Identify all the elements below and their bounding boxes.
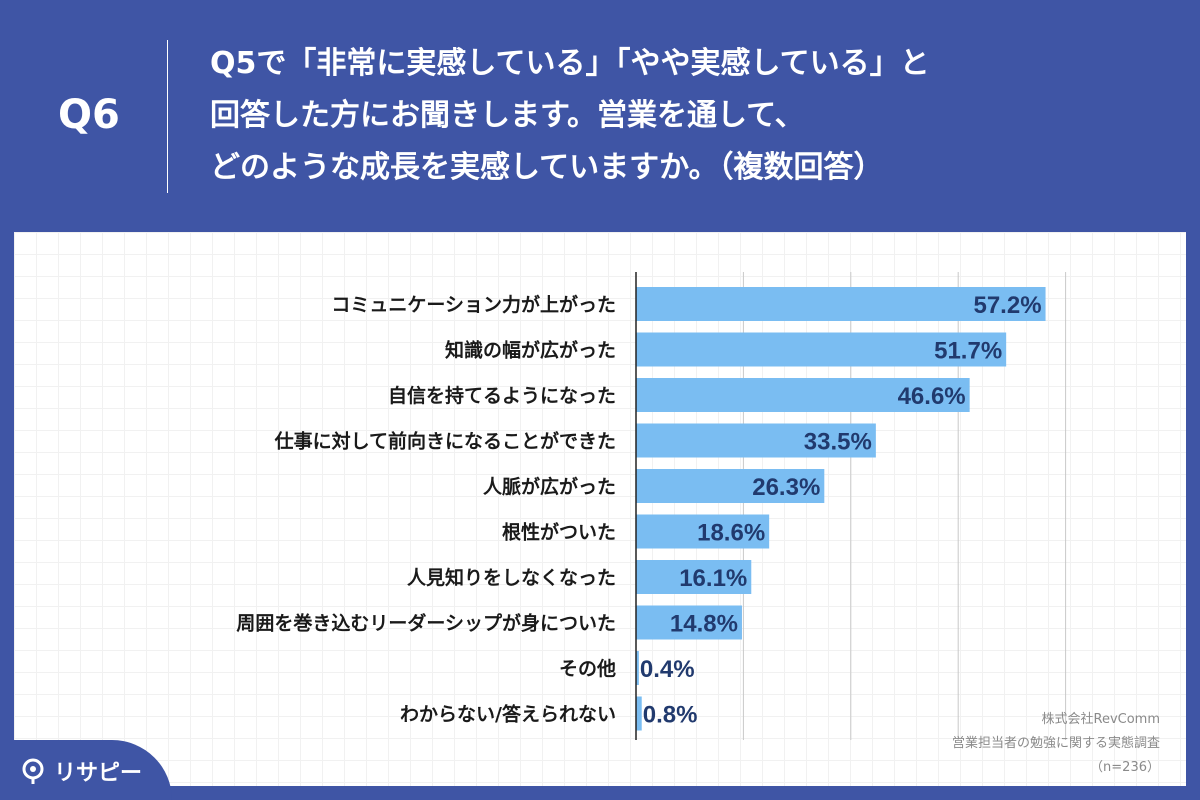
data-label: 18.6% bbox=[697, 520, 765, 547]
data-label: 33.5% bbox=[804, 429, 872, 456]
source-survey: 営業担当者の勉強に関する実態調査 bbox=[951, 736, 1160, 751]
category-label: 自信を持てるようになった bbox=[388, 384, 616, 407]
question-line: 回答した方にお聞きします。営業を通して、 bbox=[210, 98, 805, 133]
question-text: Q5で「非常に実感している」「やや実感している」と 回答した方にお聞きします。営… bbox=[210, 38, 1170, 194]
bar bbox=[636, 378, 970, 412]
logo-text: リサピー bbox=[54, 761, 143, 786]
question-line: どのような成長を実感していますか。（複数回答） bbox=[210, 150, 884, 185]
category-label: その他 bbox=[559, 657, 616, 680]
question-header: Q6 Q5で「非常に実感している」「やや実感している」と 回答した方にお聞きしま… bbox=[0, 0, 1200, 232]
source-sample: （n=236） bbox=[1090, 760, 1160, 775]
question-line: Q5で「非常に実感している」「やや実感している」と bbox=[210, 46, 930, 81]
source-company: 株式会社RevComm bbox=[1041, 712, 1161, 727]
bar bbox=[636, 332, 1007, 367]
bar bbox=[636, 469, 825, 503]
bar bbox=[636, 287, 1046, 321]
category-label: コミュニケーション力が上がった bbox=[331, 293, 616, 316]
data-label: 57.2% bbox=[973, 292, 1041, 319]
location-pin-icon bbox=[22, 758, 44, 784]
logo: リサピー bbox=[18, 755, 142, 787]
data-label: 14.8% bbox=[670, 611, 738, 638]
category-label: 仕事に対して前向きになることができた bbox=[274, 430, 616, 453]
source-note: 株式会社RevComm 営業担当者の勉強に関する実態調査 （n=236） bbox=[952, 708, 1160, 780]
bar bbox=[636, 696, 642, 731]
data-label: 51.7% bbox=[934, 338, 1002, 365]
logo-badge bbox=[0, 740, 172, 800]
category-label: 周囲を巻き込むリーダーシップが身についた bbox=[236, 612, 616, 635]
category-label: 人見知りをしなくなった bbox=[407, 566, 616, 589]
data-label: 0.4% bbox=[640, 656, 695, 683]
bar bbox=[636, 423, 876, 458]
bar bbox=[636, 605, 742, 640]
chart-panel bbox=[14, 232, 1186, 786]
data-label: 0.8% bbox=[643, 702, 698, 729]
category-label: わからない/答えられない bbox=[400, 703, 616, 726]
data-label: 16.1% bbox=[679, 565, 747, 592]
header-divider bbox=[167, 40, 168, 193]
bar bbox=[636, 560, 752, 594]
data-label: 46.6% bbox=[898, 383, 966, 410]
question-number: Q6 bbox=[58, 92, 120, 138]
category-label: 根性がついた bbox=[502, 521, 616, 544]
category-label: 知識の幅が広がった bbox=[445, 339, 616, 362]
data-label: 26.3% bbox=[752, 474, 820, 501]
bar bbox=[636, 514, 770, 549]
bar bbox=[636, 651, 639, 685]
category-label: 人脈が広がった bbox=[483, 475, 616, 498]
